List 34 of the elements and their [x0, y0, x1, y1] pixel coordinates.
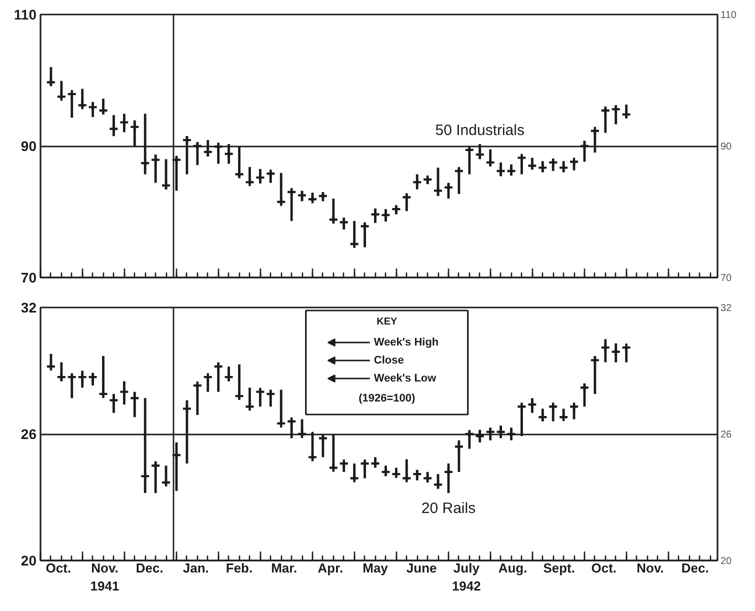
x-tick-label: Apr.: [318, 560, 344, 576]
annotation: Close: [374, 354, 404, 366]
x-tick-label: Dec.: [681, 560, 709, 576]
x-tick-label: Aug.: [498, 560, 528, 576]
x-tick-label: July 1942: [452, 560, 481, 594]
y-tick-label: 32: [20, 300, 37, 316]
series-label: 20 Rails: [421, 500, 476, 518]
x-tick-label: Oct.: [591, 560, 617, 576]
y2-tick-label: 110: [720, 10, 737, 21]
x-tick-label: May: [362, 560, 389, 576]
y-tick-label: 26: [20, 426, 37, 442]
x-tick-label: Feb.: [226, 560, 253, 576]
y2-tick-label: 26: [720, 430, 732, 440]
annotation: (1926=100): [358, 392, 416, 404]
y-tick-label: 70: [20, 270, 37, 286]
y-tick-label: 20: [20, 552, 37, 568]
x-tick-label: Nov. 1941: [90, 560, 120, 594]
text: KEY: [376, 316, 398, 328]
y2-tick-label: 20: [720, 556, 732, 567]
series-label: 50 Industrials: [435, 122, 524, 140]
x-tick-label: Sept.: [543, 560, 575, 576]
x-tick-label: Mar.: [271, 560, 298, 576]
annotation: Week's High: [374, 336, 439, 348]
y2-tick-label: 32: [720, 303, 732, 314]
x-tick-label: Oct.: [46, 560, 72, 576]
x-tick-label: Nov.: [636, 560, 664, 576]
y2-tick-label: 90: [720, 142, 732, 152]
y-tick-label: 110: [14, 6, 37, 22]
x-tick-label: June: [406, 560, 437, 576]
y-tick-label: 90: [20, 138, 37, 154]
y2-tick-label: 70: [720, 273, 732, 284]
x-tick-label: Dec.: [136, 560, 164, 576]
x-tick-label: Jan.: [182, 560, 209, 576]
annotation: Week's Low: [374, 372, 437, 384]
